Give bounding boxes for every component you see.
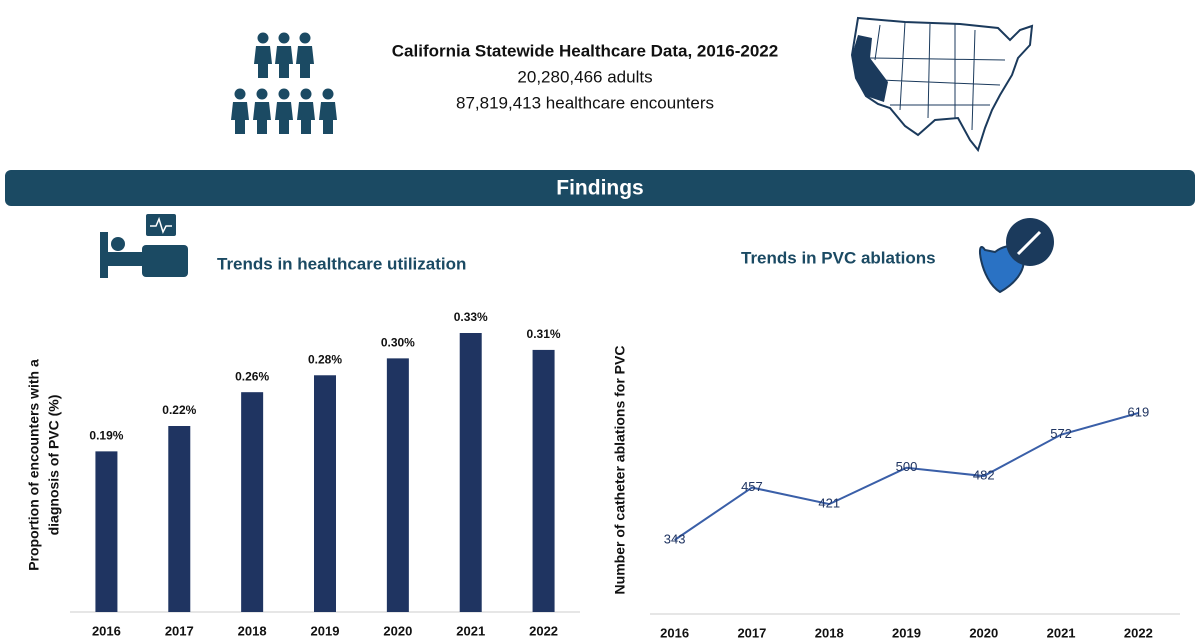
data-label: 0.31% (527, 327, 561, 341)
bed-icon (100, 214, 188, 278)
bar (459, 333, 482, 612)
data-label: 0.30% (381, 336, 415, 350)
data-label: 619 (1128, 404, 1150, 419)
person-head (322, 88, 334, 100)
x-tick-label: 2016 (92, 623, 121, 638)
x-tick-label: 2018 (238, 623, 267, 638)
bar (314, 375, 336, 612)
bar (95, 451, 118, 612)
data-label: 482 (973, 467, 995, 482)
data-label: 457 (741, 479, 763, 494)
data-label: 343 (664, 531, 686, 546)
line (674, 412, 1139, 541)
bar (532, 349, 555, 612)
data-label: 500 (896, 459, 918, 474)
person-body (254, 46, 272, 78)
bar (168, 426, 191, 612)
data-label: 0.22% (162, 403, 196, 417)
person-head (300, 88, 312, 100)
person-body (275, 102, 293, 134)
person-body (296, 46, 314, 78)
data-label: 0.19% (89, 429, 123, 443)
header-line: 87,819,413 healthcare encounters (456, 93, 714, 112)
person-head (234, 88, 246, 100)
x-tick-label: 2017 (737, 625, 766, 640)
x-tick-label: 2017 (165, 623, 194, 638)
header-line: 20,280,466 adults (517, 67, 652, 86)
data-label: 572 (1050, 426, 1072, 441)
people-icon (231, 32, 337, 134)
data-label: 421 (818, 496, 840, 511)
person-body (319, 102, 337, 134)
x-tick-label: 2018 (815, 625, 844, 640)
bar (241, 392, 264, 612)
banner (5, 170, 1195, 206)
person-body (253, 102, 271, 134)
x-tick-label: 2020 (969, 625, 998, 640)
x-tick-label: 2022 (1124, 625, 1153, 640)
person-head (256, 88, 268, 100)
x-tick-label: 2022 (529, 623, 558, 638)
person-body (297, 102, 315, 134)
person-head (299, 32, 311, 44)
person-head (257, 32, 269, 44)
us-map (850, 16, 1034, 153)
x-tick-label: 2021 (456, 623, 485, 638)
person-body (275, 46, 293, 78)
section-title: Trends in PVC ablations (741, 248, 936, 267)
banner-text: Findings (556, 177, 644, 200)
y-axis-label: Proportion of encounters with a (26, 359, 42, 571)
header-title: California Statewide Healthcare Data, 20… (392, 41, 778, 60)
x-tick-label: 2019 (311, 623, 340, 638)
x-tick-label: 2020 (383, 623, 412, 638)
data-label: 0.28% (308, 352, 342, 366)
bar (386, 358, 409, 612)
x-tick-label: 2016 (660, 625, 689, 640)
data-label: 0.33% (454, 310, 488, 324)
section-title: Trends in healthcare utilization (217, 254, 466, 273)
person-head (278, 88, 290, 100)
heart-icon (979, 218, 1054, 294)
data-label: 0.26% (235, 369, 269, 383)
x-tick-label: 2021 (1047, 625, 1076, 640)
person-body (231, 102, 249, 134)
y-axis-label: Number of catheter ablations for PVC (612, 346, 628, 595)
x-tick-label: 2019 (892, 625, 921, 640)
person-head (278, 32, 290, 44)
y-axis-label: diagnosis of PVC (%) (46, 395, 62, 536)
